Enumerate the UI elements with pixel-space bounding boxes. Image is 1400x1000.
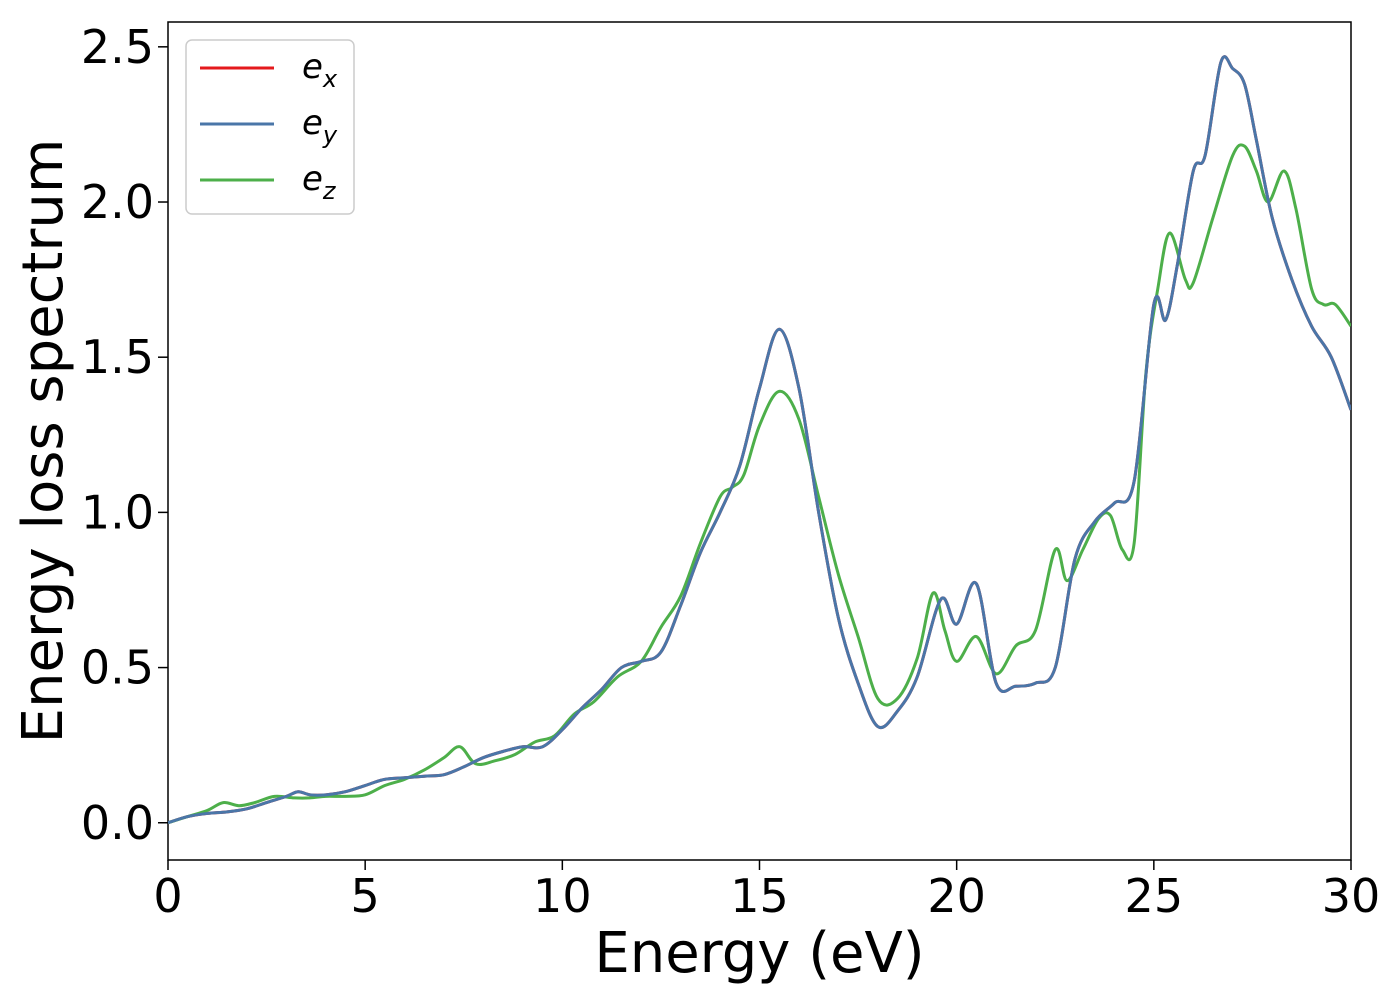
- y-tick-label: 0.5: [81, 641, 154, 695]
- x-tick-label: 20: [927, 869, 986, 923]
- series-line-z: [168, 143, 1351, 825]
- y-axis: 0.0 0.5 1.0 1.5 2.0 2.5: [81, 20, 168, 850]
- y-tick-label: 1.0: [81, 485, 154, 539]
- legend-label-subscript: y: [322, 121, 338, 149]
- series-line-y: [168, 55, 1351, 825]
- legend-box: [185, 39, 355, 215]
- x-tick-label: 30: [1322, 869, 1381, 923]
- x-tick-label: 25: [1125, 869, 1184, 923]
- legend-label-y: ey: [302, 103, 338, 149]
- y-tick-label: 0.0: [81, 796, 154, 850]
- x-tick-label: 10: [533, 869, 592, 923]
- legend-label-subscript: z: [322, 177, 337, 205]
- x-axis-title: Energy (eV): [594, 921, 924, 986]
- legend-label-main: e: [302, 47, 323, 87]
- x-tick-label: 5: [351, 869, 380, 923]
- legend-label-x: ex: [302, 47, 338, 93]
- x-tick-label: 0: [153, 869, 182, 923]
- legend-label-subscript: x: [322, 65, 338, 93]
- legend-label-main: e: [302, 103, 323, 143]
- x-axis: 0 5 10 15 20 25 30: [153, 860, 1380, 923]
- x-tick-label: 15: [730, 869, 789, 923]
- y-tick-label: 2.5: [81, 20, 154, 74]
- y-tick-label: 2.0: [81, 175, 154, 229]
- legend-label-z: ez: [302, 159, 337, 205]
- y-tick-label: 1.5: [81, 330, 154, 384]
- legend-label-main: e: [302, 159, 323, 199]
- series-layer: [168, 55, 1351, 825]
- y-axis-title: Energy loss spectrum: [11, 139, 76, 744]
